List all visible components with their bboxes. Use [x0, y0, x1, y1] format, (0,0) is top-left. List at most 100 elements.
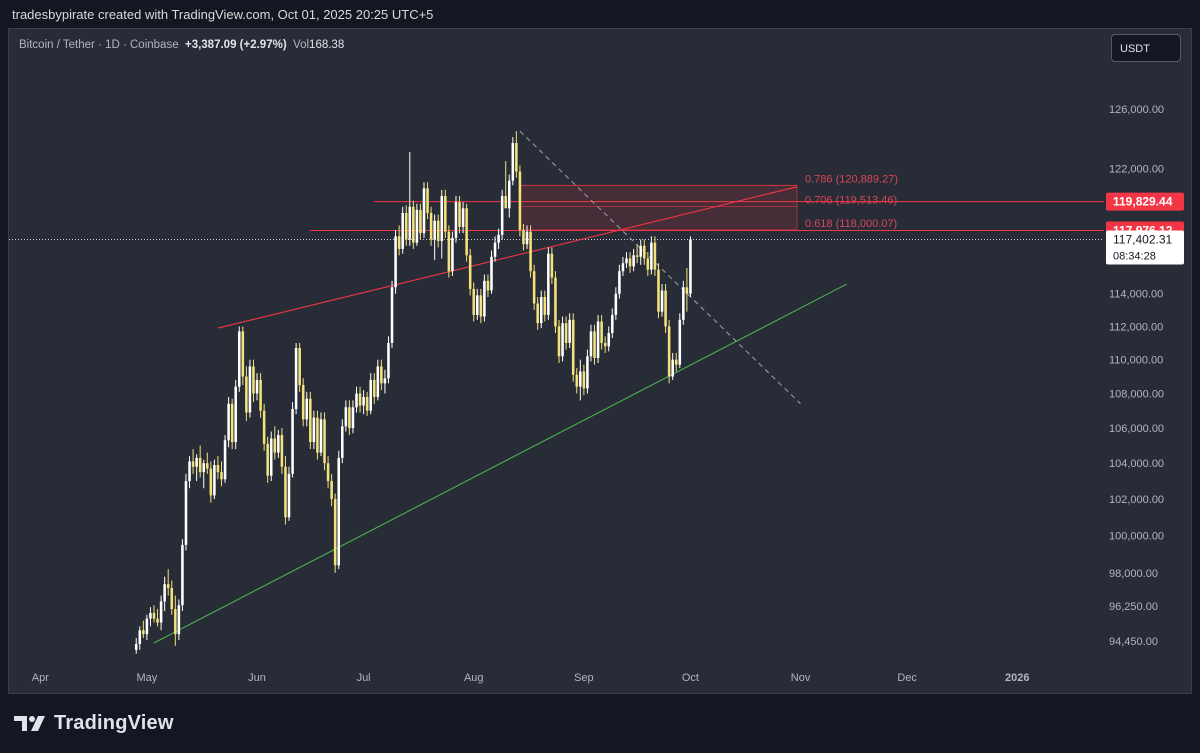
candle — [269, 431, 273, 482]
volume-value: 168.38 — [309, 39, 345, 51]
candle-body — [454, 202, 458, 238]
candle-body — [266, 443, 269, 476]
candle — [358, 386, 362, 413]
candle — [653, 236, 657, 277]
candle-body — [440, 195, 444, 242]
candle-body — [596, 321, 600, 358]
candle-body — [468, 255, 472, 289]
candle-body — [642, 245, 646, 259]
candle — [220, 461, 223, 487]
candle-body — [174, 609, 177, 635]
candle-body — [500, 195, 504, 235]
y-tick-label: 112,000.00 — [1109, 321, 1163, 333]
candle-body — [529, 231, 532, 272]
candle-body — [142, 630, 145, 635]
candle — [642, 239, 646, 265]
y-tick-label: 98,000.00 — [1109, 568, 1158, 580]
candle — [134, 638, 138, 654]
candle-body — [330, 481, 333, 500]
candle-body — [650, 242, 653, 270]
candle-body — [372, 379, 376, 397]
candle-body — [134, 643, 138, 650]
candle-body — [184, 481, 188, 545]
tradingview-logo-icon — [14, 716, 45, 731]
candle-body — [543, 296, 547, 315]
candle-body — [433, 220, 436, 240]
candle — [344, 400, 348, 432]
candle — [163, 576, 166, 611]
candle — [348, 400, 351, 436]
candle — [618, 264, 621, 299]
axes-layer: 126,000.00 122,000.00 114,000.00 112,000.00… — [32, 104, 1164, 684]
candle — [603, 336, 607, 353]
candle-body — [156, 618, 159, 623]
footer: TradingView — [0, 694, 1200, 753]
x-tick-label: Nov — [791, 672, 811, 684]
candle — [202, 459, 206, 489]
candle — [433, 214, 436, 261]
x-tick-label: May — [137, 672, 158, 684]
candle — [323, 412, 326, 471]
candle — [458, 195, 461, 234]
candle-body — [667, 326, 671, 377]
candle-body — [493, 242, 497, 257]
tradingview-brand[interactable]: TradingView — [14, 710, 174, 736]
candle — [213, 459, 216, 500]
candle — [483, 274, 486, 322]
candle — [206, 452, 209, 474]
candle-body — [625, 258, 628, 264]
candle — [571, 313, 575, 382]
candle-body — [436, 220, 440, 242]
candle-body — [252, 366, 255, 394]
candle-body — [305, 398, 309, 420]
candle — [614, 287, 618, 320]
candle — [611, 308, 614, 338]
candle-body — [380, 366, 383, 384]
candle — [255, 373, 259, 401]
currency-button[interactable]: USDT — [1111, 34, 1181, 62]
candle — [166, 569, 170, 596]
candle-body — [593, 331, 596, 358]
candle-body — [582, 371, 586, 389]
x-tick-label: Sep — [574, 672, 594, 684]
candle-body — [344, 407, 348, 427]
x-tick-label: Apr — [32, 672, 49, 684]
candle-body — [419, 209, 422, 234]
candle-body — [227, 403, 230, 441]
candle — [372, 373, 376, 404]
candle — [284, 456, 287, 525]
candle — [632, 248, 635, 272]
candle-body — [575, 374, 579, 387]
candle — [262, 403, 266, 451]
candle-body — [674, 359, 678, 365]
candle — [237, 326, 241, 392]
candle-body — [333, 499, 337, 566]
price-change: +3,387.09 (+2.97%) — [184, 39, 287, 51]
candle-body — [191, 461, 195, 467]
candle-body — [429, 212, 433, 240]
candle-body — [472, 288, 476, 315]
candle — [294, 342, 298, 415]
candle — [657, 263, 660, 319]
y-tick-label: 96,250.00 — [1109, 601, 1158, 613]
candle-body — [607, 333, 611, 347]
candle — [216, 456, 220, 480]
candle-body — [479, 295, 483, 317]
candle — [337, 450, 341, 570]
candle-body — [319, 419, 323, 453]
candle-body — [490, 256, 493, 291]
candle-body — [522, 230, 525, 245]
candle — [142, 620, 145, 639]
candle-body — [387, 342, 390, 379]
candle — [639, 239, 642, 265]
candle-body — [145, 618, 149, 635]
chart-frame[interactable]: 126,000.00 122,000.00 114,000.00 112,000.00… — [8, 28, 1192, 694]
candle-body — [220, 472, 223, 480]
candle-body — [195, 457, 198, 467]
candle — [198, 445, 202, 478]
candle-body — [561, 323, 564, 357]
price-chart[interactable]: 126,000.00 122,000.00 114,000.00 112,000.00… — [9, 29, 1191, 693]
candle — [500, 189, 504, 240]
candle — [589, 324, 593, 362]
